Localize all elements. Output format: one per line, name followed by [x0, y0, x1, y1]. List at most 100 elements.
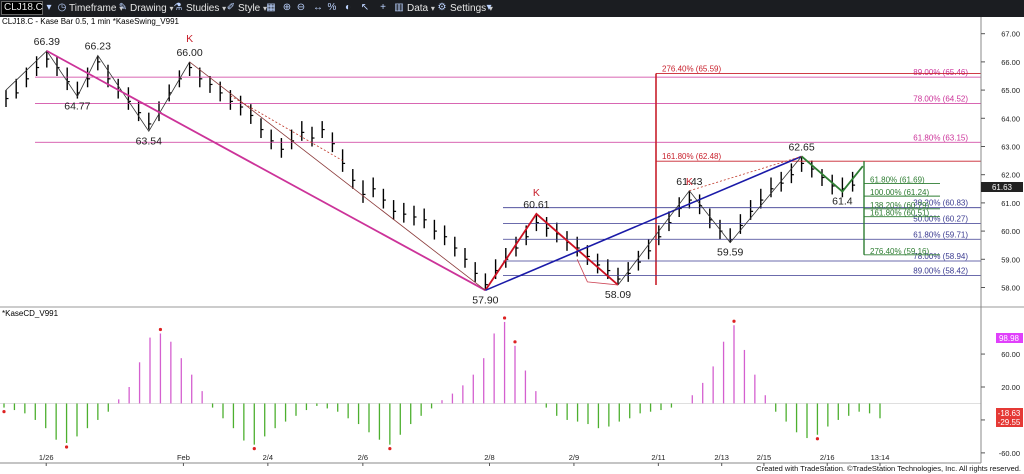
chart-canvas: CLJ18.C - Kase Bar 0.5, 1 min *KaseSwing…	[0, 17, 1024, 474]
x-tick-label: 2/16	[820, 453, 835, 462]
data-icon: ▥	[394, 2, 404, 13]
caret-icon: ▾	[263, 4, 268, 13]
x-tick-label: 13:14	[871, 453, 890, 462]
indicator-extreme-dot	[158, 327, 163, 332]
indicator-badge-bottom1	[996, 408, 1023, 418]
retracement-level-label: 50.00% (60.27)	[913, 214, 968, 223]
y-tick-label: 65.00	[1001, 86, 1020, 95]
swing-label: 66.00	[176, 47, 202, 59]
price-panel-title: CLJ18.C - Kase Bar 0.5, 1 min *KaseSwing…	[2, 17, 180, 26]
overflow-caret-icon[interactable]: ▾	[486, 2, 492, 13]
swing-label: 60.61	[523, 199, 549, 211]
color-icon[interactable]: ◐	[344, 2, 352, 13]
y-tick-label: 62.00	[1001, 171, 1020, 180]
x-tick-label: 2/15	[757, 453, 772, 462]
y-tick-label: 58.00	[1001, 283, 1020, 292]
caret-icon: ▾	[222, 4, 227, 13]
swing-label: 64.77	[64, 101, 90, 113]
indicator-extreme-dot	[815, 437, 820, 441]
indicator-badge-top-label: 98.98	[999, 334, 1020, 343]
footer-credit: Created with TradeStation. ©TradeStation…	[756, 464, 1021, 473]
studies-label: Studies	[186, 3, 220, 14]
indicator-badge-bottom2	[996, 417, 1023, 427]
swing-zigzag-right	[617, 156, 802, 286]
toolbar: CLJ18.C ▾ ◷ Timeframe ▾ ✎ Drawing ▾ ⚗ St…	[0, 0, 1024, 17]
timeframe-label: Timeframe	[69, 3, 117, 14]
x-tick-label: 2/6	[358, 453, 368, 462]
plus-icon[interactable]: +	[380, 2, 386, 13]
indicator-y-tick-label: -60.00	[999, 449, 1020, 458]
zoom-out-icon[interactable]: ⊖	[296, 2, 306, 13]
indicator-panel	[0, 316, 981, 451]
swing-label: 61.43	[676, 176, 702, 188]
timeframe-menu[interactable]: Timeframe ▾	[69, 2, 123, 15]
indicator-extreme-dot	[732, 319, 736, 323]
retracement-level-label: 38.20% (60.83)	[913, 199, 968, 208]
swing-label: 62.65	[788, 141, 814, 153]
chart-background	[0, 17, 1024, 474]
swing-label: 57.90	[472, 294, 498, 306]
x-axis: 1/26 Feb 2/4 2/6 2/8 2/9 2/11 2/13 2/15 2/16 13:14	[0, 453, 981, 466]
y-tick-label: 67.00	[1001, 30, 1020, 39]
settings-label: Settings	[450, 3, 487, 14]
y-tick-label: 63.00	[1001, 142, 1020, 151]
data-menu[interactable]: Data ▾	[407, 2, 435, 15]
swing-label: 63.54	[136, 135, 162, 147]
fib-level-label: 89.00% (65.46)	[913, 68, 968, 77]
drawing-label: Drawing	[130, 3, 167, 14]
caret-icon: ▾	[430, 4, 435, 13]
drawing-menu[interactable]: Drawing ▾	[130, 2, 173, 15]
last-price-badge	[981, 182, 1023, 192]
style-icon: ✐	[226, 2, 236, 13]
swing-label: K	[186, 33, 193, 45]
zoom-in-icon[interactable]: ⊕	[282, 2, 292, 13]
indicator-extreme-dot	[2, 409, 6, 414]
swing-label: 61.4	[832, 196, 853, 208]
cursor-icon[interactable]: ↖	[360, 2, 370, 13]
k-pattern-thin	[576, 259, 619, 286]
swing-zigzag	[5, 50, 190, 133]
green-target-label: 276.40% (59.16)	[870, 247, 929, 256]
indicator-y-tick-label: 60.00	[1001, 350, 1020, 359]
caret-icon: ▾	[488, 4, 493, 13]
y-tick-label: 64.00	[1001, 114, 1020, 123]
x-tick-label: 2/13	[714, 453, 729, 462]
clock-icon: ◷	[57, 2, 67, 13]
magenta-trendline	[46, 50, 486, 292]
retracement-level-label: 89.00% (58.42)	[913, 267, 968, 276]
retracement-level-label: 78.00% (58.94)	[913, 252, 968, 261]
swing-label: K	[533, 187, 540, 199]
grid-icon[interactable]: ▦	[266, 2, 276, 13]
fib-level-label: 61.80% (63.15)	[913, 133, 968, 142]
indicator-badge-bottom1-label: -18.63	[998, 409, 1021, 418]
green-target-label: 61.80% (61.69)	[870, 175, 925, 184]
indicator-extreme-dot	[388, 447, 392, 451]
symbol-box[interactable]: CLJ18.C	[1, 1, 43, 15]
data-label: Data	[407, 3, 429, 14]
caret-icon: ▾	[119, 4, 124, 13]
studies-icon: ⚗	[173, 2, 183, 13]
green-target-label: 161.80% (60.51)	[870, 209, 929, 218]
swing-label: 66.39	[34, 36, 60, 48]
indicator-extreme-dot	[502, 316, 507, 320]
target-level-label: 276.40% (65.59)	[662, 64, 721, 73]
style-label: Style	[238, 3, 261, 14]
settings-menu[interactable]: Settings ▾	[450, 2, 493, 15]
y-tick-label: 59.00	[1001, 255, 1020, 264]
fib-level-label: 78.00% (64.52)	[913, 95, 968, 104]
dropdown-caret-icon[interactable]: ▾	[46, 2, 52, 13]
x-tick-label: 2/8	[484, 453, 494, 462]
swing-label: 59.59	[717, 247, 743, 259]
caret-icon: ▾	[169, 4, 174, 13]
percent-icon[interactable]: %	[327, 2, 337, 13]
scroll-icon[interactable]: ↔	[313, 2, 323, 13]
swing-label: 58.09	[605, 289, 631, 301]
swing-label: K	[686, 176, 693, 188]
studies-menu[interactable]: Studies ▾	[186, 2, 226, 15]
green-target-label: 100.00% (61.24)	[870, 188, 929, 197]
y-tick-label: 60.00	[1001, 227, 1020, 236]
style-menu[interactable]: Style ▾	[238, 2, 267, 15]
pencil-icon: ✎	[118, 2, 128, 13]
x-tick-label: 2/11	[651, 453, 665, 462]
indicator-extreme-dot	[513, 340, 517, 344]
